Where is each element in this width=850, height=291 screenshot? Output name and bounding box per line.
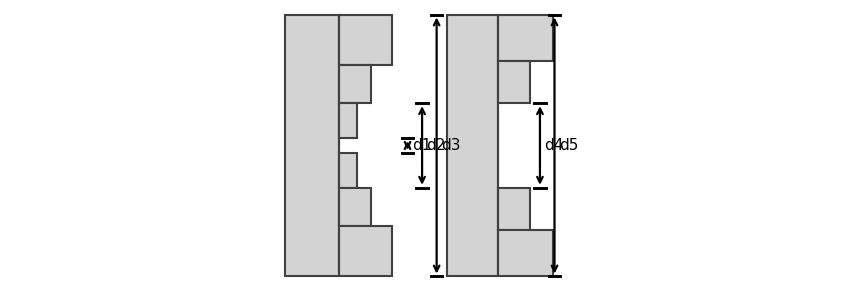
Bar — [498, 230, 553, 276]
Text: d5: d5 — [558, 138, 578, 153]
Bar — [498, 15, 553, 61]
Text: d1: d1 — [412, 138, 431, 153]
Text: d3: d3 — [441, 138, 461, 153]
Bar — [339, 188, 371, 226]
Bar — [339, 226, 392, 276]
Bar — [339, 153, 357, 188]
Bar — [498, 61, 530, 103]
Bar — [339, 103, 357, 138]
Text: d2: d2 — [427, 138, 446, 153]
Text: d4: d4 — [544, 138, 564, 153]
Bar — [339, 15, 392, 65]
Bar — [339, 65, 371, 103]
Bar — [498, 188, 530, 230]
Bar — [286, 15, 339, 276]
Bar — [447, 15, 498, 276]
